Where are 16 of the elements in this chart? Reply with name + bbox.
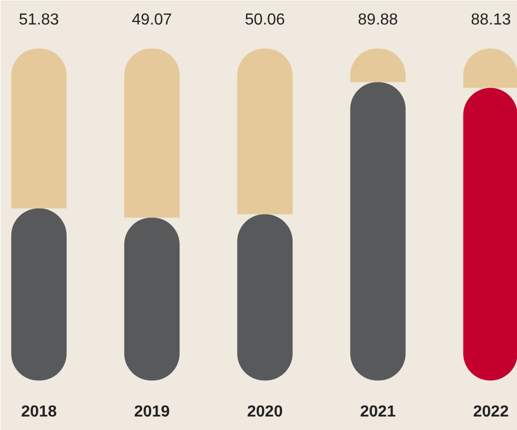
bar bbox=[11, 208, 67, 380]
bar bbox=[350, 82, 406, 380]
bar bbox=[11, 48, 67, 208]
bar bbox=[124, 48, 180, 218]
data-label: 51.83 bbox=[18, 12, 60, 28]
data-label: 89.88 bbox=[358, 12, 398, 28]
x-tick-label: 2018 bbox=[21, 404, 57, 420]
bar bbox=[237, 48, 293, 214]
bar bbox=[237, 214, 293, 380]
x-tick-label: 2021 bbox=[360, 404, 396, 420]
x-tick-label: 2022 bbox=[473, 404, 509, 420]
data-label: 49.07 bbox=[132, 12, 172, 28]
data-label: 50.06 bbox=[244, 12, 286, 28]
data-label: 88.13 bbox=[470, 12, 512, 28]
x-tick-label: 2019 bbox=[134, 404, 170, 420]
x-tick-label: 2020 bbox=[247, 404, 283, 420]
